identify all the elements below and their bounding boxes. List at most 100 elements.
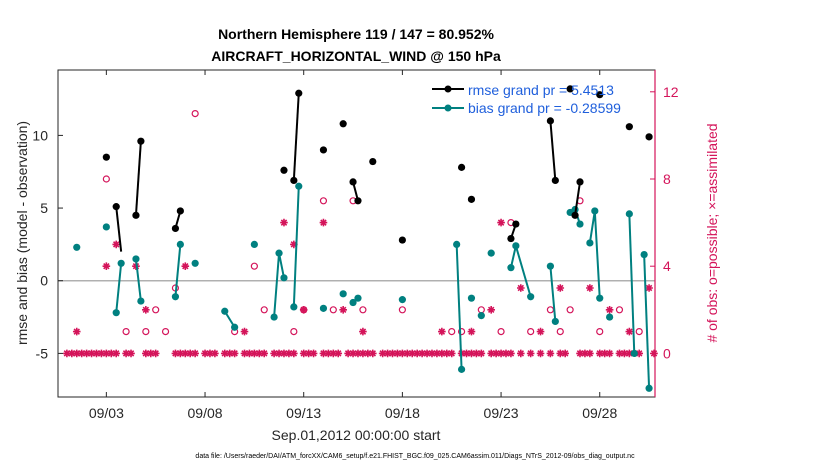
x-tick-label: 09/23 [484,405,519,421]
bias-point [586,239,594,247]
obs-possible-marker [457,328,466,336]
obs-assimilated-marker [438,349,446,358]
bias-point [625,210,633,218]
obs-assimilated-marker [492,349,500,358]
obs-assimilated-marker [359,327,367,336]
obs-assimilated-marker [245,349,254,358]
x-tick-label: 09/28 [582,405,617,421]
obs-assimilated-marker [176,349,185,358]
obs-assimilated-marker [142,349,150,358]
obs-assimilated-marker [339,306,347,314]
x-axis-label: Sep.01,2012 00:00:00 start [272,427,441,443]
obs-assimilated-marker [146,349,155,358]
obs-assimilated-marker [556,284,565,292]
obs-assimilated-marker [260,349,269,358]
y-tick-label: -5 [36,345,49,361]
obs-assimilated-marker [625,327,634,336]
obs-possible-marker [191,109,199,118]
obs-assimilated-marker [516,349,525,358]
bias-point [596,294,604,302]
rmse-point [176,207,184,215]
bias-point [591,207,599,215]
rmse-line-segment [574,181,581,216]
obs-possible-marker [250,262,258,270]
obs-assimilated-marker [497,349,505,358]
bias-point [250,240,258,248]
obs-assimilated-marker [255,349,264,358]
rmse-point [645,133,653,141]
obs-assimilated-marker [319,349,328,358]
obs-assimilated-marker [442,349,451,358]
obs-assimilated-marker [359,349,367,358]
obs-assimilated-marker [112,349,121,358]
obs-possible-marker [359,306,367,314]
y-tick-label: 0 [40,273,48,289]
obs-assimilated-marker [240,327,249,336]
obs-assimilated-marker [280,349,288,358]
y2-tick-label: 4 [663,258,671,274]
rmse-point [551,176,559,185]
obs-assimilated-marker [467,349,476,358]
obs-possible-marker [142,328,150,336]
obs-possible-marker [546,306,555,314]
obs-assimilated-marker [206,349,214,358]
y2-tick-label: 8 [663,171,671,187]
rmse-point [137,137,145,145]
rmse-point [398,236,406,244]
obs-possible-marker [329,306,337,314]
obs-assimilated-marker [635,349,644,358]
obs-assimilated-marker [645,284,653,292]
obs-assimilated-marker [600,349,609,358]
obs-assimilated-marker [354,349,362,358]
obs-assimilated-marker [433,349,441,358]
obs-assimilated-marker [393,349,402,358]
obs-assimilated-marker [383,349,392,358]
bias-point [117,259,125,267]
obs-assimilated-marker [240,349,249,358]
x-tick-label: 09/13 [286,405,321,421]
obs-assimilated-marker [87,349,96,358]
bias-point [487,249,495,257]
bias-point [467,294,476,302]
obs-assimilated-marker [102,262,111,270]
bias-point [512,242,520,250]
rmse-point [625,123,633,131]
obs-assimilated-marker [516,284,525,292]
bias-point [477,312,485,320]
bias-line-segment [134,258,142,302]
obs-assimilated-marker [72,349,81,358]
plot-area [58,85,658,392]
axes: 09/03 09/08 09/13 09/18 09/23 09/28 -5 0 5 10 0 4 8 1… [32,70,679,421]
obs-assimilated-marker [304,349,313,358]
legend-rmse-marker [444,85,452,93]
obs-possible-marker [319,197,328,205]
bias-point [640,250,648,259]
rmse-point [507,234,515,243]
bias-line-segment [588,210,601,299]
rmse-point [596,91,604,99]
bias-point [112,309,120,317]
obs-assimilated-marker [438,327,446,336]
rmse-point [349,178,357,186]
obs-assimilated-marker [625,349,634,358]
obs-assimilated-marker [615,349,624,358]
rmse-point [512,220,520,228]
legend-bias-label: bias grand pr = -0.28599 [468,100,621,116]
bias-point [73,243,81,251]
bias-line-segment [273,252,285,318]
bias-line-segment [292,186,300,307]
obs-assimilated-marker [546,349,555,358]
rmse-point [102,153,110,161]
bias-point [551,317,559,326]
obs-assimilated-marker [497,218,505,227]
rmse-point [319,146,328,154]
bias-point [645,384,653,392]
obs-possible-marker [635,328,643,336]
rmse-point [112,203,120,211]
y-tick-label: 5 [40,200,48,216]
obs-assimilated-marker [299,349,308,358]
obs-assimilated-marker [102,349,111,358]
obs-possible-marker [615,306,624,314]
rmse-line-segment [292,93,300,181]
obs-assimilated-marker [586,349,594,358]
